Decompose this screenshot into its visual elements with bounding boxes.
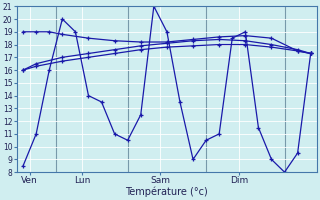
X-axis label: Température (°c): Température (°c) xyxy=(125,187,208,197)
